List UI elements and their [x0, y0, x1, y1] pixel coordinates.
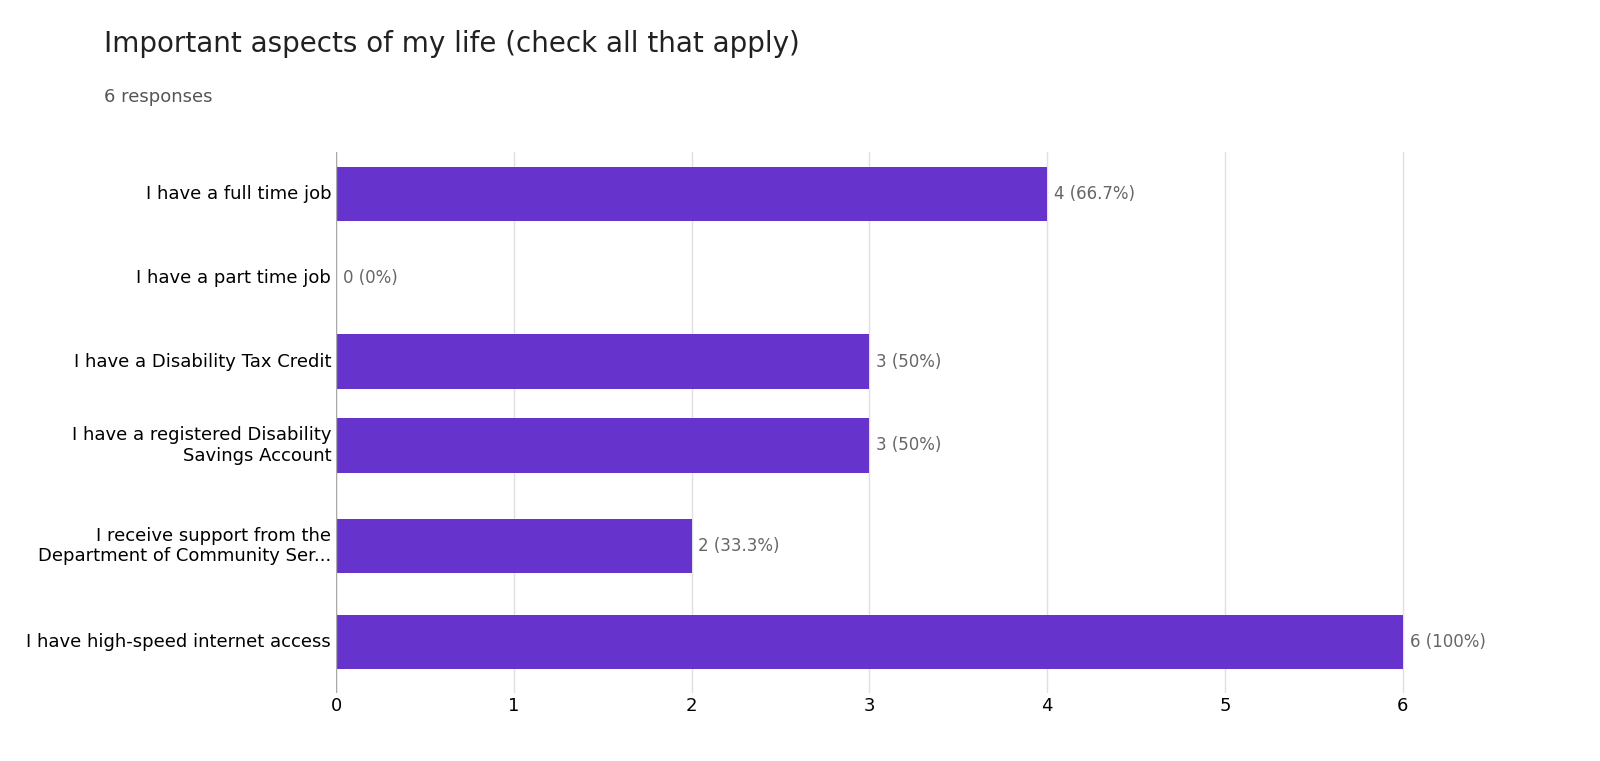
- Text: 3 (50%): 3 (50%): [877, 436, 942, 454]
- Text: Important aspects of my life (check all that apply): Important aspects of my life (check all …: [104, 30, 800, 59]
- Text: 6 (100%): 6 (100%): [1410, 633, 1485, 651]
- Bar: [336, 519, 691, 573]
- Text: 2 (33.3%): 2 (33.3%): [699, 537, 781, 555]
- Text: 4 (66.7%): 4 (66.7%): [1054, 185, 1134, 203]
- Text: 6 responses: 6 responses: [104, 88, 213, 106]
- Bar: [336, 418, 869, 473]
- Bar: [336, 334, 869, 389]
- Bar: [336, 615, 1403, 670]
- Text: 3 (50%): 3 (50%): [877, 352, 942, 371]
- Bar: [336, 167, 1046, 221]
- Text: 0 (0%): 0 (0%): [342, 269, 398, 287]
